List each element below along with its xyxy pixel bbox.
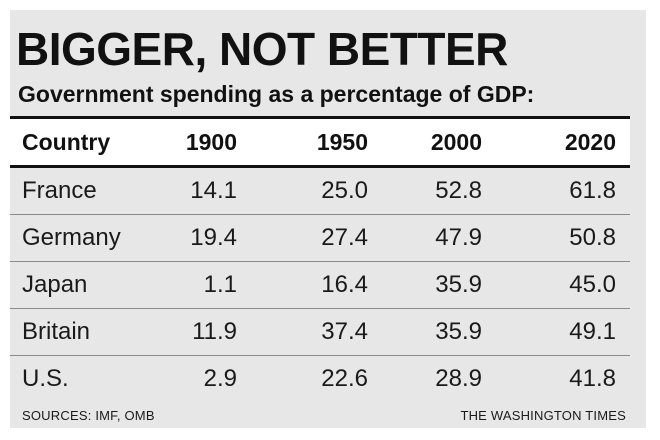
column-header-1900: 1900 xyxy=(185,129,237,155)
column-header-2000: 2000 xyxy=(430,129,482,155)
value-cell-2020: 45.0 xyxy=(569,271,616,298)
country-label: Japan xyxy=(22,271,88,298)
column-header-2020: 2020 xyxy=(564,129,616,155)
value-cell-1950: 27.4 xyxy=(321,224,368,251)
publisher-credit: THE WASHINGTON TIMES xyxy=(460,408,626,423)
value-cell-2000: 52.8 xyxy=(435,177,482,204)
value-cell-2020: 61.8 xyxy=(569,177,616,204)
value-cell-1900: 11.9 xyxy=(192,318,237,345)
value-cell-2020: 50.8 xyxy=(569,224,616,251)
chart-title: BIGGER, NOT BETTER xyxy=(16,23,508,75)
value-cell-2000: 35.9 xyxy=(435,318,482,345)
table-header-row: Country 1900 1950 2000 2020 xyxy=(10,116,630,168)
chart-panel: BIGGER, NOT BETTER Government spending a… xyxy=(10,10,646,428)
column-header-country: Country xyxy=(22,129,111,155)
country-label: Britain xyxy=(22,318,91,345)
country-label: France xyxy=(22,177,97,204)
table-row-germany: Germany 19.4 27.4 47.9 50.8 xyxy=(10,215,630,262)
sources-note: SOURCES: IMF, OMB xyxy=(22,408,155,423)
table-row-france: France 14.1 25.0 52.8 61.8 xyxy=(10,168,630,215)
value-cell-2000: 28.9 xyxy=(435,365,482,392)
value-cell-1950: 37.4 xyxy=(321,318,368,345)
value-cell-1900: 1.1 xyxy=(203,271,237,298)
value-cell-1900: 2.9 xyxy=(203,365,237,392)
table-row-us: U.S. 2.9 22.6 28.9 41.8 xyxy=(10,356,630,403)
table-row-japan: Japan 1.1 16.4 35.9 45.0 xyxy=(10,262,630,309)
chart-subtitle: Government spending as a percentage of G… xyxy=(18,81,535,107)
value-cell-1950: 22.6 xyxy=(321,365,368,392)
value-cell-1900: 14.1 xyxy=(190,177,237,204)
country-label: U.S. xyxy=(22,365,69,392)
value-cell-2000: 47.9 xyxy=(435,224,482,251)
value-cell-2020: 41.8 xyxy=(569,365,616,392)
table-row-britain: Britain 11.9 37.4 35.9 49.1 xyxy=(10,309,630,356)
value-cell-1950: 16.4 xyxy=(321,271,368,298)
column-header-1950: 1950 xyxy=(316,129,368,155)
value-cell-2000: 35.9 xyxy=(435,271,482,298)
value-cell-1900: 19.4 xyxy=(190,224,237,251)
value-cell-2020: 49.1 xyxy=(569,318,616,345)
value-cell-1950: 25.0 xyxy=(321,177,368,204)
country-label: Germany xyxy=(22,224,121,251)
